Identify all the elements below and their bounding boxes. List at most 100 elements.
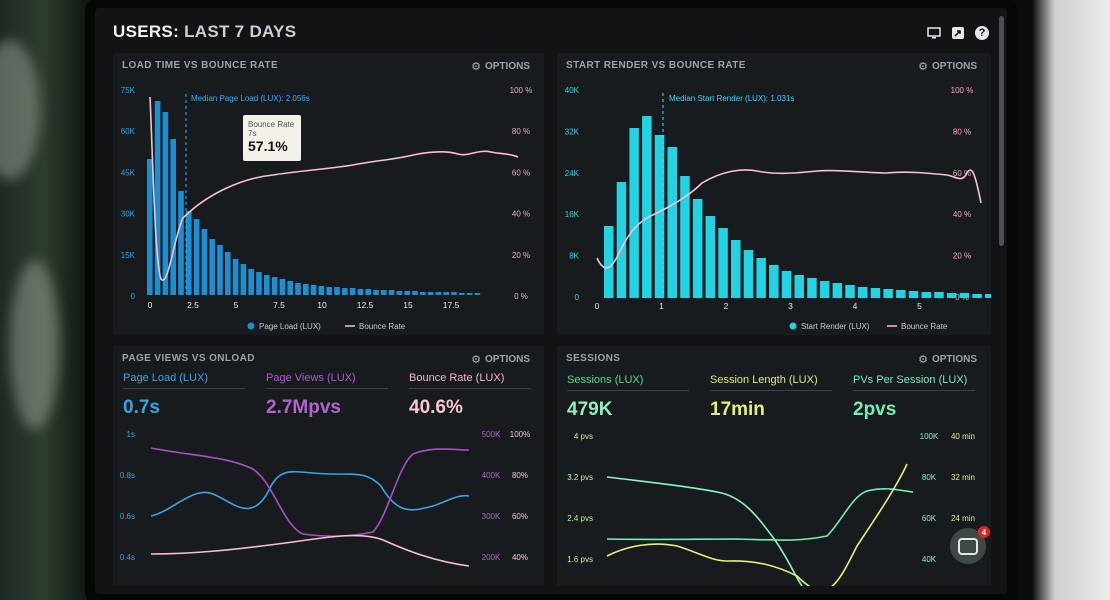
- tooltip-label: Bounce Rate: [248, 120, 295, 129]
- chat-icon: [958, 537, 978, 555]
- histogram-bar: [435, 292, 442, 295]
- histogram-bar: [264, 275, 270, 295]
- page-views-panel: PAGE VIEWS VS ONLOAD ⚙ OPTIONS Page Load …: [113, 346, 544, 586]
- metric-pvs-per-session: PVs Per Session (LUX) 2pvs: [853, 374, 975, 421]
- x-tick-label: 0: [148, 300, 153, 310]
- histogram-bar: [769, 265, 779, 298]
- histogram-bar: [217, 245, 223, 295]
- y-tick-label: 15K: [121, 251, 136, 260]
- y2-tick-label: 60 %: [512, 168, 530, 177]
- histogram-bar: [883, 289, 893, 298]
- histogram-bar: [404, 291, 410, 295]
- histogram-bar: [985, 294, 991, 298]
- metric-page-load: Page Load (LUX) 0.7s: [123, 372, 245, 419]
- load-time-panel: LOAD TIME VS BOUNCE RATE ⚙ OPTIONS 75K 60K…: [113, 53, 544, 335]
- metric-label: Page Views (LUX): [266, 372, 388, 389]
- chat-launcher-button[interactable]: [950, 528, 986, 564]
- histogram-bar: [412, 291, 418, 295]
- options-label: OPTIONS: [931, 61, 977, 72]
- x-tick-label: 15: [403, 300, 413, 310]
- options-button[interactable]: ⚙ OPTIONS: [918, 60, 977, 73]
- metric-label: Page Load (LUX): [123, 372, 245, 389]
- options-button[interactable]: ⚙ OPTIONS: [918, 353, 977, 366]
- y-tick-label: 1.6 pvs: [567, 555, 593, 564]
- y3-tick-label: 40%: [512, 553, 528, 562]
- histogram-bar: [756, 258, 766, 298]
- metric-label: Bounce Rate (LUX): [409, 372, 531, 389]
- median-label: Median Start Render (LUX): 1.031s: [669, 94, 794, 103]
- y2-tick-label: 100 %: [510, 86, 533, 95]
- scrollbar[interactable]: [999, 16, 1004, 246]
- y2-tick-label: 40K: [922, 555, 937, 564]
- histogram-bar: [921, 292, 931, 298]
- metric-value: 17min: [710, 399, 765, 420]
- x-tick-label: 1: [659, 301, 664, 311]
- histogram-bar: [959, 293, 970, 298]
- options-label: OPTIONS: [484, 61, 530, 72]
- y3-tick-label: 24 min: [951, 514, 975, 523]
- y-tick-label: 8K: [569, 252, 579, 261]
- background-leaf: [10, 260, 60, 430]
- histogram-bar: [349, 288, 356, 295]
- legend-label: Bounce Rate: [901, 322, 948, 331]
- y2-tick-label: 100 %: [951, 86, 974, 95]
- histogram-bar: [819, 281, 830, 298]
- pvs-per-session-line: [606, 476, 803, 586]
- legend-label: Start Render (LUX): [801, 322, 870, 331]
- y2-tick-label: 80 %: [953, 127, 971, 136]
- x-tick-label: 2: [724, 301, 729, 311]
- y-tick-label: 75K: [121, 86, 136, 95]
- histogram-bar: [295, 283, 301, 295]
- y-tick-label: 2.4 pvs: [567, 514, 593, 523]
- histogram-bar: [474, 293, 481, 295]
- histogram-bar: [186, 211, 192, 295]
- options-button[interactable]: ⚙ OPTIONS: [471, 353, 530, 366]
- x-tick-label: 10: [317, 300, 327, 310]
- bounce-rate-line: [596, 169, 982, 269]
- metric-value: 40.6%: [409, 397, 463, 418]
- y-tick-label: 0: [131, 292, 136, 301]
- tooltip-value: 57.1%: [248, 138, 288, 154]
- y2-tick-label: 500K: [482, 430, 501, 439]
- y-tick-label: 45K: [121, 168, 136, 177]
- histogram-bar: [466, 293, 473, 295]
- help-icon[interactable]: ?: [975, 26, 989, 40]
- options-button[interactable]: ⚙ OPTIONS: [471, 60, 530, 73]
- y2-tick-label: 80 %: [512, 127, 530, 136]
- x-tick-label: 12.5: [357, 300, 374, 310]
- histogram-bar: [342, 288, 348, 295]
- histogram-bar: [443, 292, 449, 295]
- y3-tick-label: 60%: [512, 512, 528, 521]
- histogram-bar: [318, 286, 325, 295]
- metric-page-views: Page Views (LUX) 2.7Mpvs: [266, 372, 388, 419]
- histogram-bar: [616, 182, 627, 298]
- y-tick-label: 30K: [121, 210, 136, 219]
- panel-title: SESSIONS: [566, 353, 621, 364]
- histogram-bar: [794, 275, 804, 298]
- start-render-panel: START RENDER VS BOUNCE RATE ⚙ OPTIONS 40K…: [557, 53, 991, 335]
- histogram-bar: [287, 281, 293, 295]
- histogram-bar: [604, 226, 614, 298]
- x-tick-label: 5: [234, 300, 239, 310]
- y2-tick-label: 400K: [482, 471, 501, 480]
- monitor-icon[interactable]: [927, 26, 941, 40]
- histogram-bar: [201, 229, 208, 295]
- y-tick-label: 0.6s: [120, 512, 135, 521]
- histogram-bar: [972, 294, 982, 298]
- histogram-bar: [310, 285, 317, 295]
- y2-tick-label: 40 %: [953, 210, 971, 219]
- histogram-bar: [731, 240, 741, 298]
- histogram-bar: [240, 264, 247, 295]
- legend-label: Bounce Rate: [359, 322, 406, 331]
- histogram-bar: [154, 101, 161, 295]
- histogram-bar: [427, 292, 434, 295]
- options-label: OPTIONS: [484, 354, 530, 365]
- share-icon[interactable]: [951, 26, 965, 40]
- y2-tick-label: 20 %: [953, 252, 971, 261]
- y3-tick-label: 40 min: [951, 432, 975, 441]
- gear-icon: ⚙: [918, 61, 928, 73]
- x-tick-label: 4: [853, 301, 858, 311]
- page-views-chart: 1s 0.8s 0.6s 0.4s 500K 400K 300K 200K 100% 80% 60%…: [120, 430, 530, 567]
- metric-value: 0.7s: [123, 397, 160, 418]
